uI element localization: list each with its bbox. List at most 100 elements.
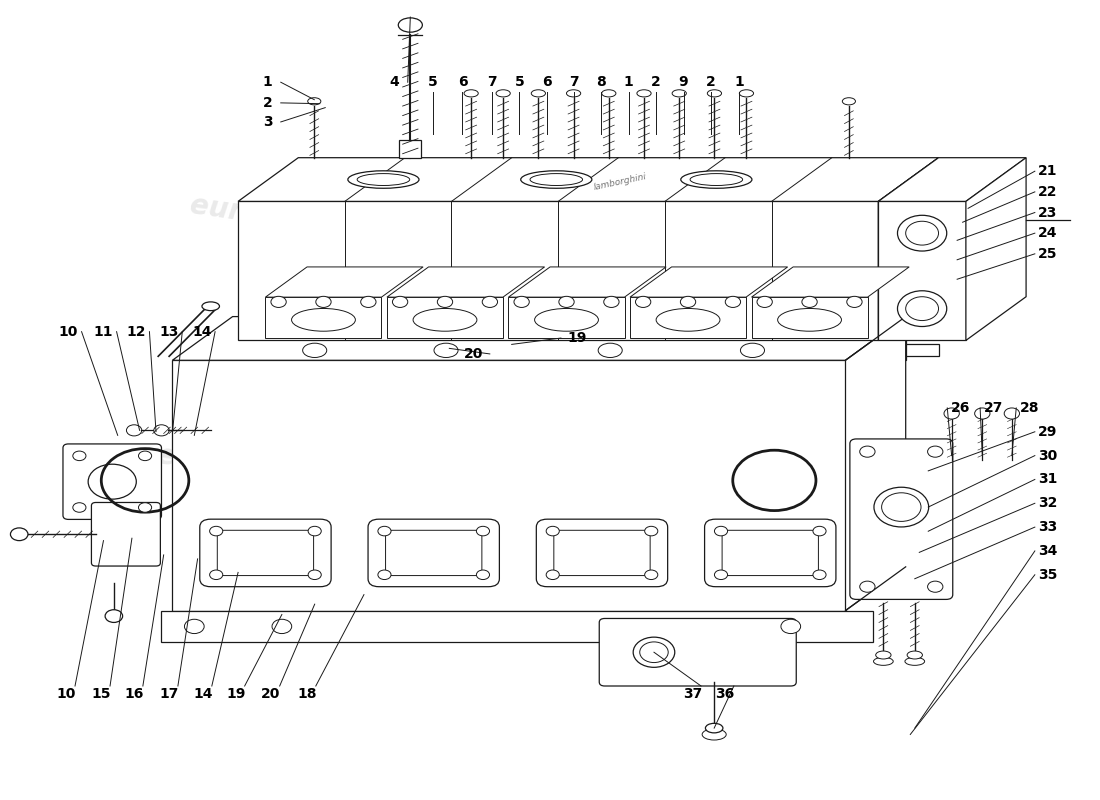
Polygon shape — [630, 297, 746, 338]
Circle shape — [860, 581, 876, 592]
Ellipse shape — [637, 90, 651, 97]
Circle shape — [975, 408, 990, 419]
Polygon shape — [508, 267, 667, 297]
Text: 31: 31 — [1038, 473, 1058, 486]
Circle shape — [636, 296, 651, 307]
Circle shape — [139, 451, 152, 461]
Text: 3: 3 — [263, 115, 273, 129]
Circle shape — [126, 425, 142, 436]
FancyBboxPatch shape — [368, 519, 499, 586]
Text: 21: 21 — [1038, 164, 1058, 178]
Ellipse shape — [702, 729, 726, 740]
Circle shape — [88, 464, 136, 499]
Ellipse shape — [348, 171, 419, 188]
Circle shape — [645, 526, 658, 536]
Circle shape — [185, 619, 205, 634]
Ellipse shape — [873, 658, 893, 666]
Circle shape — [271, 296, 286, 307]
Ellipse shape — [566, 90, 581, 97]
Ellipse shape — [740, 343, 764, 358]
Text: 12: 12 — [126, 325, 146, 338]
Text: 36: 36 — [715, 687, 735, 701]
Polygon shape — [173, 317, 905, 360]
Polygon shape — [905, 344, 938, 356]
Text: 5: 5 — [428, 75, 438, 90]
Polygon shape — [387, 297, 503, 338]
Ellipse shape — [705, 723, 723, 733]
Text: 1: 1 — [735, 75, 745, 90]
Ellipse shape — [202, 302, 220, 310]
Text: 29: 29 — [1038, 425, 1058, 438]
Polygon shape — [238, 202, 878, 341]
Text: 22: 22 — [1038, 185, 1058, 199]
Circle shape — [308, 570, 321, 579]
Circle shape — [139, 502, 152, 512]
Circle shape — [1004, 408, 1020, 419]
Polygon shape — [630, 267, 788, 297]
Circle shape — [604, 296, 619, 307]
Text: 18: 18 — [297, 687, 317, 701]
Text: eurospares: eurospares — [187, 191, 365, 243]
Ellipse shape — [634, 637, 674, 667]
Circle shape — [514, 296, 529, 307]
Ellipse shape — [681, 171, 752, 188]
Ellipse shape — [308, 98, 321, 105]
Text: 30: 30 — [1038, 449, 1057, 462]
Circle shape — [308, 526, 321, 536]
Text: 37: 37 — [683, 687, 702, 701]
Circle shape — [645, 570, 658, 579]
Text: eurospares: eurospares — [549, 191, 726, 243]
Text: 19: 19 — [568, 331, 587, 345]
Text: 6: 6 — [542, 75, 551, 90]
Circle shape — [874, 487, 928, 527]
Ellipse shape — [690, 174, 743, 186]
Ellipse shape — [464, 90, 478, 97]
FancyBboxPatch shape — [218, 530, 314, 575]
Polygon shape — [846, 317, 905, 610]
Circle shape — [73, 451, 86, 461]
Ellipse shape — [908, 651, 923, 659]
Circle shape — [547, 526, 559, 536]
Text: 6: 6 — [458, 75, 468, 90]
Text: 2: 2 — [706, 75, 716, 90]
Circle shape — [210, 570, 223, 579]
Circle shape — [73, 502, 86, 512]
Text: 11: 11 — [94, 325, 113, 338]
Ellipse shape — [843, 98, 856, 105]
Polygon shape — [162, 610, 873, 642]
Circle shape — [927, 446, 943, 457]
Text: 10: 10 — [56, 687, 76, 701]
Text: eurospares: eurospares — [516, 442, 694, 494]
Circle shape — [881, 493, 921, 522]
Ellipse shape — [905, 658, 925, 666]
FancyBboxPatch shape — [537, 519, 668, 586]
Circle shape — [813, 526, 826, 536]
FancyBboxPatch shape — [722, 530, 818, 575]
FancyBboxPatch shape — [850, 439, 953, 599]
FancyBboxPatch shape — [553, 530, 650, 575]
Polygon shape — [751, 297, 868, 338]
Polygon shape — [265, 267, 424, 297]
Text: 1: 1 — [263, 75, 273, 90]
Text: 32: 32 — [1038, 496, 1058, 510]
Circle shape — [681, 296, 695, 307]
Text: 1: 1 — [624, 75, 634, 90]
Circle shape — [927, 581, 943, 592]
FancyBboxPatch shape — [63, 444, 162, 519]
Ellipse shape — [739, 90, 754, 97]
Circle shape — [316, 296, 331, 307]
FancyBboxPatch shape — [91, 502, 161, 566]
Text: 33: 33 — [1038, 520, 1057, 534]
Circle shape — [482, 296, 497, 307]
Text: 35: 35 — [1038, 568, 1058, 582]
Polygon shape — [227, 341, 905, 360]
Ellipse shape — [358, 174, 409, 186]
Polygon shape — [966, 158, 1026, 341]
Text: 8: 8 — [596, 75, 606, 90]
Polygon shape — [878, 158, 1026, 202]
Text: 24: 24 — [1038, 226, 1058, 240]
Text: 7: 7 — [487, 75, 497, 90]
Ellipse shape — [434, 343, 458, 358]
Text: 28: 28 — [1020, 401, 1040, 415]
Text: 10: 10 — [58, 325, 78, 338]
